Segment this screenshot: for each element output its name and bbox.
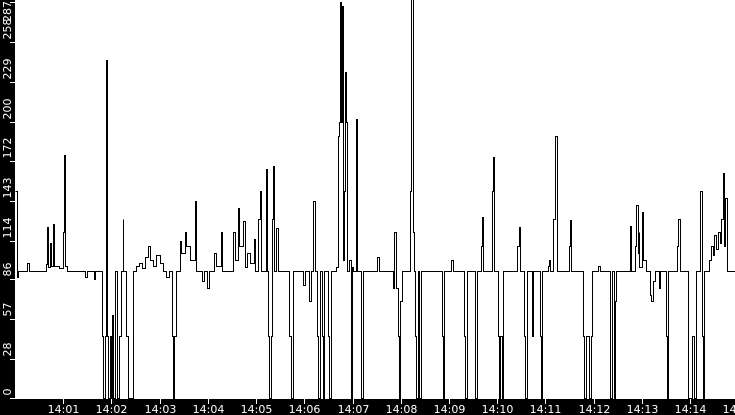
y-tick-label: 287 (1, 1, 14, 22)
y-tick-label: 0 (1, 389, 14, 396)
y-tick-label: 258 (1, 19, 14, 40)
x-tick-label: 14:14 (675, 403, 707, 415)
y-tick-label: 229 (1, 59, 14, 80)
x-tick-label: 14:12 (579, 403, 611, 415)
y-tick-label: 28 (1, 343, 14, 357)
plot-area (15, 0, 735, 399)
x-axis: 14:01 14:02 14:03 14:04 14:05 14:06 14:07 14:08… (48, 399, 735, 415)
y-tick-label: 143 (1, 178, 14, 199)
x-tick-label: 14:13 (627, 403, 659, 415)
x-tick-label: 14:10 (482, 403, 514, 415)
y-tick-label: 114 (1, 218, 14, 239)
x-tick-label: 14:09 (434, 403, 466, 415)
y-axis-bar (0, 0, 15, 415)
x-tick-label: 14:15 (723, 403, 735, 415)
series-line (15, 0, 735, 399)
x-tick-label: 14:04 (193, 403, 225, 415)
x-tick-label: 14:08 (386, 403, 418, 415)
y-tick-label: 172 (1, 138, 14, 159)
x-tick-label: 14:03 (145, 403, 177, 415)
x-tick-label: 14:07 (338, 403, 370, 415)
x-tick-label: 14:11 (530, 403, 562, 415)
x-tick-label: 14:05 (241, 403, 273, 415)
x-axis-bar (0, 399, 735, 415)
y-tick-label: 200 (1, 99, 14, 120)
x-tick-label: 14:01 (48, 403, 80, 415)
y-tick-label: 86 (1, 263, 14, 277)
y-tick-label: 57 (1, 303, 14, 317)
x-tick-label: 14:02 (96, 403, 128, 415)
x-tick-label: 14:06 (289, 403, 321, 415)
